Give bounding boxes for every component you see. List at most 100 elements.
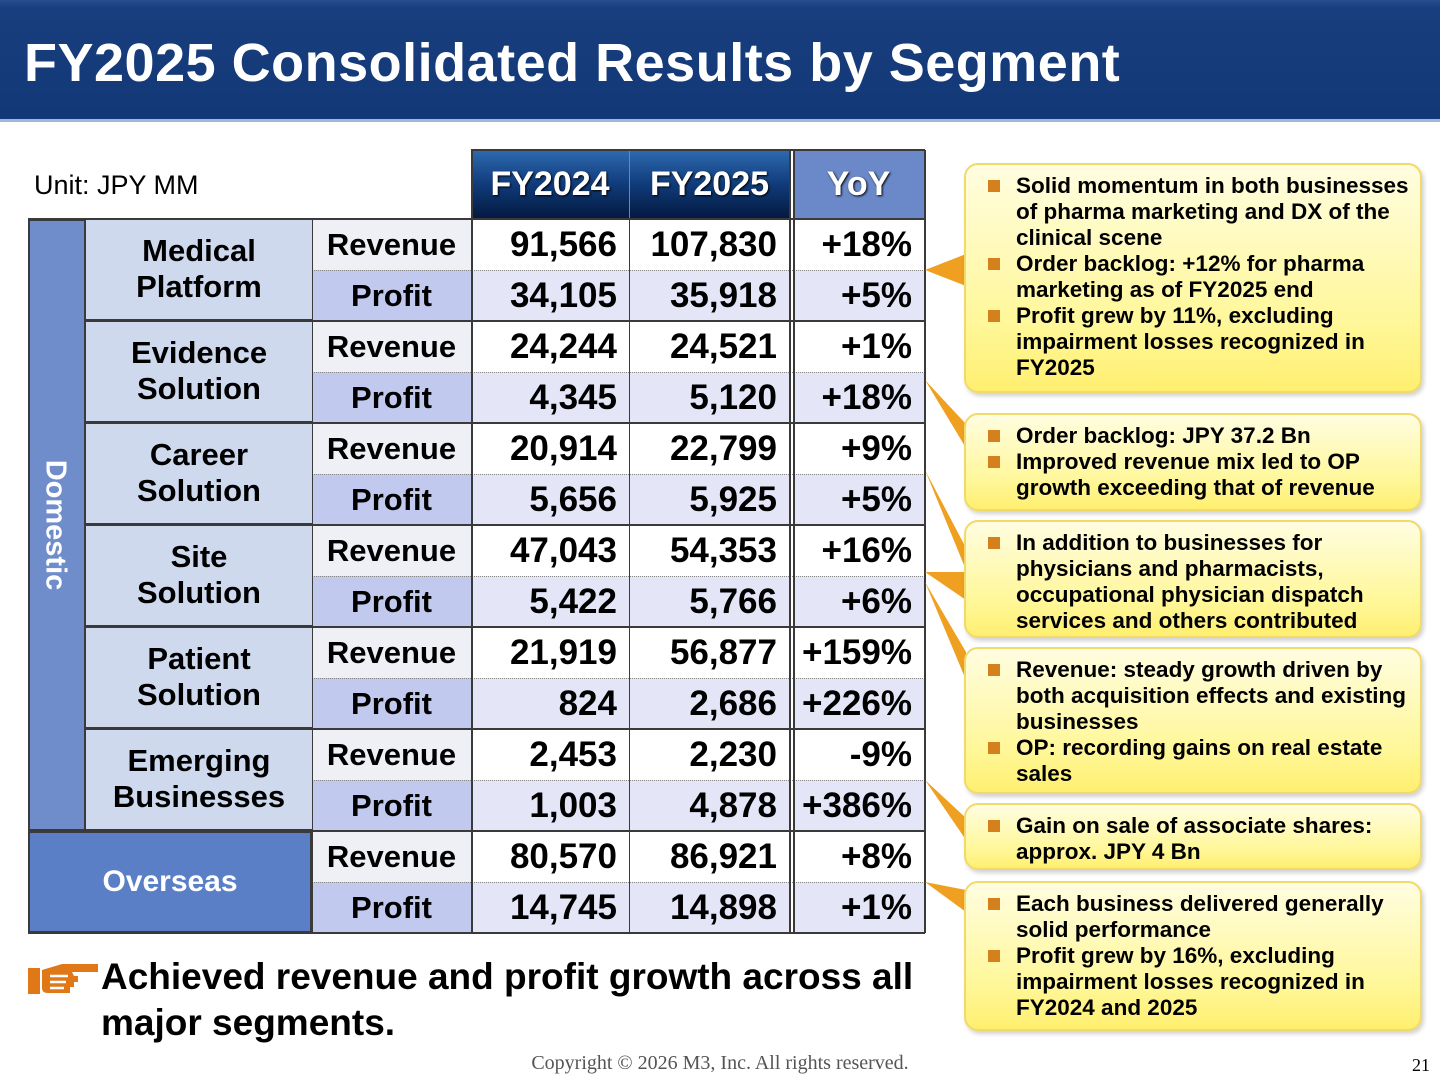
callout-bullet: Improved revenue mix led to OP growth ex… [986, 449, 1410, 501]
column-divider [789, 150, 791, 933]
callout-bullet: Solid momentum in both businesses of pha… [986, 173, 1410, 251]
table-top-border [28, 218, 925, 220]
table-cell-emerging-businesses-revenue-yoy: -9% [793, 729, 924, 780]
callout-bullet: Profit grew by 11%, excluding impairment… [986, 303, 1410, 381]
table-cell-site-solution-revenue-fy2024: 47,043 [471, 525, 629, 576]
segment-name-text: Evidence Solution [130, 335, 268, 406]
table-cell-overseas-revenue-yoy: +8% [793, 831, 924, 882]
callout-bullet: Revenue: steady growth driven by both ac… [986, 657, 1410, 735]
metric-label-revenue: Revenue [312, 423, 471, 474]
segment-name-text: Career Solution [137, 437, 261, 508]
callout-bullet: In addition to businesses for physicians… [986, 530, 1410, 634]
metric-label-profit: Profit [312, 372, 471, 423]
table-cell-evidence-solution-revenue-fy2025: 24,521 [629, 321, 789, 372]
title-bar: FY2025 Consolidated Results by Segment [0, 0, 1440, 122]
callout-bullet: Each business delivered generally solid … [986, 891, 1410, 943]
callout-bullet: Order backlog: +12% for pharma marketing… [986, 251, 1410, 303]
column-divider [924, 150, 926, 933]
pointing-hand-icon [28, 964, 98, 994]
table-cell-medical-platform-profit-fy2025: 35,918 [629, 270, 789, 321]
segment-name-text: Site Solution [137, 539, 261, 610]
segment-name-text: Emerging Businesses [112, 743, 286, 814]
table-cell-patient-solution-profit-fy2025: 2,686 [629, 678, 789, 729]
column-header-fy2025: FY2025 [629, 150, 789, 219]
domestic-label: Domestic [39, 459, 72, 591]
table-bottom-border [28, 932, 925, 934]
table-cell-overseas-profit-fy2025: 14,898 [629, 882, 789, 933]
table-cell-patient-solution-revenue-fy2024: 21,919 [471, 627, 629, 678]
copyright-text: Copyright © 2026 M3, Inc. All rights res… [531, 1052, 909, 1074]
table-cell-career-solution-profit-fy2024: 5,656 [471, 474, 629, 525]
table-cell-career-solution-profit-fy2025: 5,925 [629, 474, 789, 525]
table-cell-patient-solution-profit-fy2024: 824 [471, 678, 629, 729]
table-cell-evidence-solution-profit-fy2024: 4,345 [471, 372, 629, 423]
row-divider [312, 270, 925, 271]
metric-label-profit: Profit [312, 678, 471, 729]
table-cell-emerging-businesses-profit-yoy: +386% [793, 780, 924, 831]
callout-patient-solution: Revenue: steady growth driven by both ac… [964, 647, 1422, 794]
row-divider [312, 780, 925, 781]
header-top-border [471, 149, 925, 151]
callout-career-solution: In addition to businesses for physicians… [964, 520, 1422, 638]
table-cell-evidence-solution-profit-yoy: +18% [793, 372, 924, 423]
table-cell-site-solution-revenue-yoy: +16% [793, 525, 924, 576]
table-cell-emerging-businesses-profit-fy2024: 1,003 [471, 780, 629, 831]
table-cell-overseas-revenue-fy2024: 80,570 [471, 831, 629, 882]
table-cell-emerging-businesses-profit-fy2025: 4,878 [629, 780, 789, 831]
segment-divider [86, 422, 925, 424]
row-divider [312, 474, 925, 475]
unit-label: Unit: JPY MM [34, 170, 199, 200]
row-divider [312, 372, 925, 373]
segment-name-medical-platform: Medical Platform [86, 219, 312, 321]
table-cell-medical-platform-profit-yoy: +5% [793, 270, 924, 321]
table-cell-career-solution-revenue-fy2025: 22,799 [629, 423, 789, 474]
column-divider [629, 219, 630, 933]
segment-divider [28, 830, 925, 832]
callout-bullet: Order backlog: JPY 37.2 Bn [986, 423, 1410, 449]
row-divider [312, 678, 925, 679]
metric-label-profit: Profit [312, 882, 471, 933]
metric-label-revenue: Revenue [312, 831, 471, 882]
metric-label-profit: Profit [312, 270, 471, 321]
segment-name-text: Overseas [102, 865, 238, 898]
table-cell-patient-solution-revenue-yoy: +159% [793, 627, 924, 678]
table-cell-emerging-businesses-revenue-fy2024: 2,453 [471, 729, 629, 780]
connector-evidence-solution [925, 380, 966, 448]
table-cell-site-solution-revenue-fy2025: 54,353 [629, 525, 789, 576]
callout-emerging-businesses: Gain on sale of associate shares: approx… [964, 803, 1422, 870]
row-divider [312, 882, 925, 883]
table-cell-site-solution-profit-fy2024: 5,422 [471, 576, 629, 627]
metric-label-profit: Profit [312, 780, 471, 831]
domestic-label-cell [28, 219, 86, 831]
table-cell-overseas-profit-fy2024: 14,745 [471, 882, 629, 933]
segment-divider [86, 320, 925, 322]
connector-medical-platform [925, 254, 966, 286]
callout-medical-platform: Solid momentum in both businesses of pha… [964, 163, 1422, 393]
column-divider [312, 219, 313, 933]
metric-label-revenue: Revenue [312, 627, 471, 678]
page-number: 21 [1412, 1055, 1430, 1075]
metric-label-profit: Profit [312, 576, 471, 627]
connector-career-solution [925, 470, 966, 570]
metric-label-revenue: Revenue [312, 219, 471, 270]
segment-name-site-solution: Site Solution [86, 525, 312, 627]
column-divider [471, 150, 473, 933]
connector-overseas [925, 882, 966, 912]
table-cell-site-solution-profit-fy2025: 5,766 [629, 576, 789, 627]
callout-bullet: Profit grew by 16%, excluding impairment… [986, 943, 1410, 1021]
segment-name-emerging-businesses: Emerging Businesses [86, 729, 312, 831]
column-header-yoy: YoY [793, 150, 924, 219]
table-cell-site-solution-profit-yoy: +6% [793, 576, 924, 627]
segment-name-evidence-solution: Evidence Solution [86, 321, 312, 423]
table-cell-medical-platform-profit-fy2024: 34,105 [471, 270, 629, 321]
connector-patient-solution [925, 582, 966, 680]
table-cell-career-solution-revenue-fy2024: 20,914 [471, 423, 629, 474]
callout-bullet: Gain on sale of associate shares: approx… [986, 813, 1410, 865]
segment-name-text: Medical Platform [136, 233, 262, 304]
table-cell-overseas-revenue-fy2025: 86,921 [629, 831, 789, 882]
table-cell-career-solution-revenue-yoy: +9% [793, 423, 924, 474]
segment-name-patient-solution: Patient Solution [86, 627, 312, 729]
table-cell-medical-platform-revenue-fy2024: 91,566 [471, 219, 629, 270]
segment-name-overseas: Overseas [28, 831, 312, 933]
segment-divider [86, 524, 925, 526]
